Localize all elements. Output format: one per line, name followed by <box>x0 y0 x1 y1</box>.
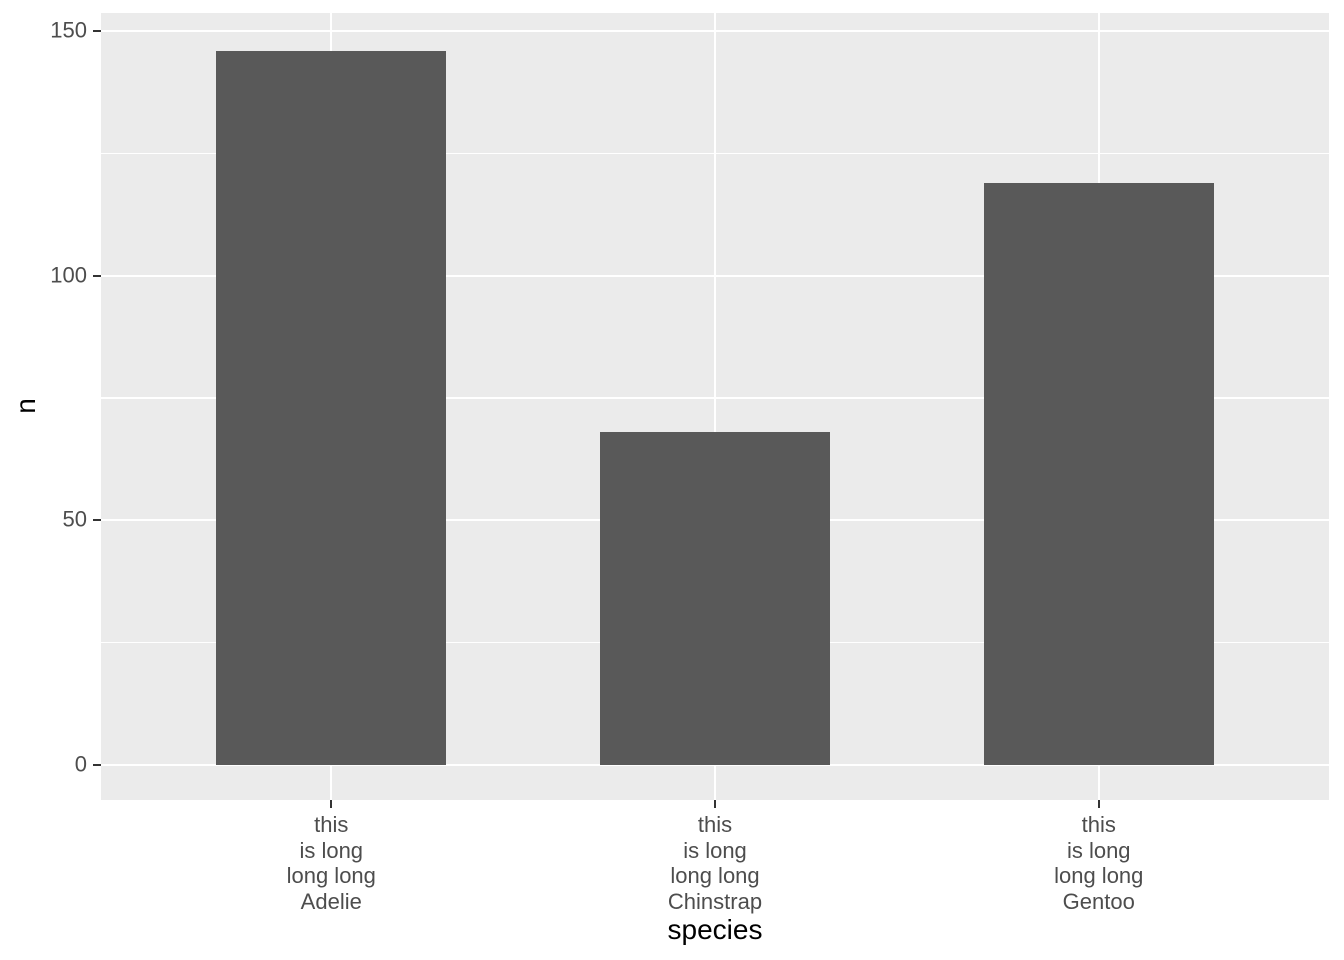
y-axis-title: n <box>10 398 41 414</box>
x-tick-label-line: this <box>314 812 349 837</box>
y-tick-mark-150 <box>93 30 101 32</box>
x-tick-label-line: this <box>697 812 733 837</box>
x-tick-label-line: Gentoo <box>1062 888 1135 914</box>
x-tick-label-Adelie: this is long long long Adelie <box>287 812 376 914</box>
gridline-major-x-Chinstrap <box>714 13 716 800</box>
y-tick-label-50: 50 <box>62 506 87 532</box>
x-tick-label-line: long long <box>1054 863 1144 888</box>
x-tick-label-line: Chinstrap <box>667 888 763 914</box>
x-tick-label-line: is long <box>1066 837 1131 863</box>
x-tick-label-line: Adelie <box>300 888 362 914</box>
y-tick-mark-50 <box>93 519 101 522</box>
x-tick-label-line: long long <box>286 863 376 888</box>
x-tick-label-line: long long <box>670 863 760 888</box>
x-tick-mark-Gentoo <box>1097 800 1100 808</box>
bar-Chinstrap <box>600 432 830 765</box>
y-tick-label-150: 150 <box>50 17 87 43</box>
x-tick-mark-Chinstrap <box>714 800 716 808</box>
x-tick-label-line: is long <box>299 837 364 863</box>
x-axis-title: species <box>667 914 763 945</box>
y-tick-mark-0 <box>93 764 101 766</box>
x-tick-label-line: this <box>1081 812 1116 837</box>
bar-Gentoo <box>983 182 1214 765</box>
y-tick-label-0: 0 <box>74 751 87 777</box>
plot-panel <box>101 13 1329 800</box>
x-tick-mark-Adelie <box>330 800 333 808</box>
bar-Adelie <box>216 50 447 765</box>
y-tick-mark-100 <box>93 274 101 277</box>
x-tick-label-Gentoo: this is long long long Gentoo <box>1054 812 1143 914</box>
x-tick-label-line: is long <box>683 837 747 863</box>
y-tick-label-100: 100 <box>50 262 87 288</box>
x-tick-label-Chinstrap: this is long long long Chinstrap <box>668 812 762 914</box>
